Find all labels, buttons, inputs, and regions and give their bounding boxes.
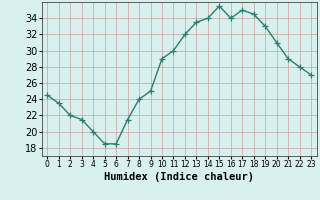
- X-axis label: Humidex (Indice chaleur): Humidex (Indice chaleur): [104, 172, 254, 182]
